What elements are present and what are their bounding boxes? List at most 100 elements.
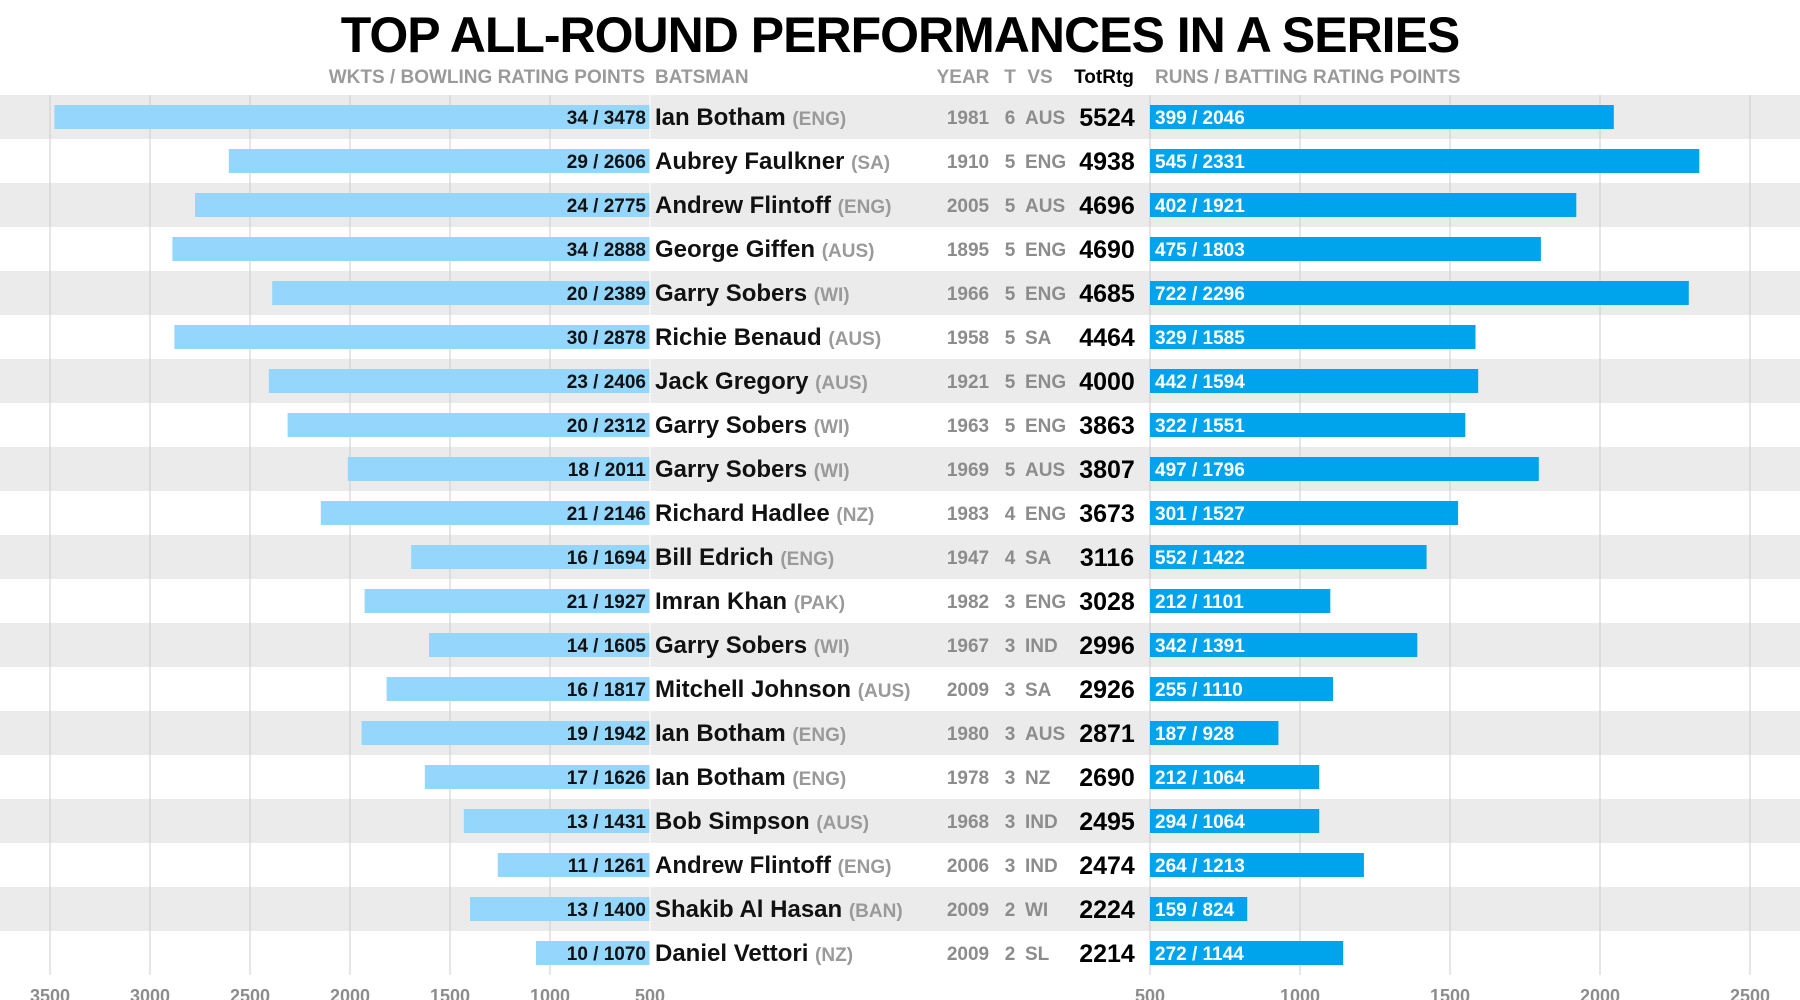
table-row: 20 / 2312 Garry Sobers (WI) 1963 5 ENG 3863 32… <box>287 412 1466 440</box>
total-rating-cell: 5524 <box>1079 104 1135 132</box>
vs-cell: IND <box>1025 636 1058 657</box>
batting-bar <box>1150 677 1333 701</box>
vs-cell: NZ <box>1025 768 1051 789</box>
batsman-name: Garry Sobers (WI) <box>655 280 850 307</box>
vs-cell: SA <box>1025 548 1052 569</box>
bowling-bar <box>272 281 650 305</box>
bowling-bar <box>287 413 650 437</box>
batsman-name-text: Jack Gregory <box>655 368 815 395</box>
bowling-tick-label: 1500 <box>430 986 470 1000</box>
batting-bar-label: 187 / 928 <box>1155 724 1234 745</box>
batsman-name-text: Mitchell Johnson <box>655 676 858 703</box>
batsman-country: (AUS) <box>816 813 869 834</box>
batsman-name: Bob Simpson (AUS) <box>655 808 869 835</box>
batting-bar-label: 255 / 1110 <box>1155 680 1243 701</box>
vs-cell: IND <box>1025 812 1058 833</box>
batsman-name: Mitchell Johnson (AUS) <box>655 676 910 703</box>
batsman-name-text: Shakib Al Hasan <box>655 896 849 923</box>
bowling-tick-label: 2500 <box>230 986 270 1000</box>
bowling-bar <box>54 105 650 129</box>
batting-bar <box>1150 589 1331 613</box>
total-rating-cell: 2996 <box>1079 632 1135 660</box>
row-stripe <box>0 535 1800 579</box>
bowling-bar-label: 20 / 2389 <box>567 284 646 305</box>
batsman-country: (ENG) <box>792 109 846 130</box>
batsman-country: (WI) <box>814 461 850 482</box>
tests-cell: 5 <box>1005 328 1016 349</box>
batting-bar-label: 272 / 1144 <box>1155 944 1244 965</box>
table-row: 21 / 2146 Richard Hadlee (NZ) 1983 4 ENG 3673… <box>320 500 1459 528</box>
tests-cell: 3 <box>1005 724 1016 745</box>
batsman-name: Garry Sobers (WI) <box>655 412 850 439</box>
batting-bar-label: 545 / 2331 <box>1155 152 1245 173</box>
vs-cell: AUS <box>1025 108 1065 129</box>
batsman-name-text: Garry Sobers <box>655 456 814 483</box>
batsman-name-text: Imran Khan <box>655 588 794 615</box>
year-cell: 1969 <box>947 460 989 481</box>
tests-cell: 2 <box>1005 944 1016 965</box>
tests-cell: 6 <box>1005 108 1016 129</box>
batting-bar <box>1150 149 1700 173</box>
batsman-name: Shakib Al Hasan (BAN) <box>655 896 903 923</box>
total-rating-cell: 4000 <box>1079 368 1135 396</box>
year-cell: 1980 <box>947 724 989 745</box>
batsman-country: (ENG) <box>792 769 846 790</box>
batting-bar-label: 399 / 2046 <box>1155 108 1245 129</box>
total-rating-cell: 3116 <box>1080 544 1134 572</box>
year-cell: 1978 <box>947 768 989 789</box>
batsman-name: Ian Botham (ENG) <box>655 720 846 747</box>
bowling-tick-label: 2000 <box>330 986 370 1000</box>
vs-cell: AUS <box>1025 196 1065 217</box>
bowling-bar-label: 14 / 1605 <box>567 636 647 657</box>
total-rating-cell: 2871 <box>1079 720 1135 748</box>
total-rating-cell: 2474 <box>1079 852 1135 880</box>
batsman-name: Garry Sobers (WI) <box>655 632 850 659</box>
bowling-bar-label: 29 / 2606 <box>567 152 646 173</box>
year-cell: 1910 <box>947 152 989 173</box>
batsman-name: Jack Gregory (AUS) <box>655 368 868 395</box>
batting-bar-label: 159 / 824 <box>1155 900 1235 921</box>
total-rating-cell: 3863 <box>1079 412 1135 440</box>
batting-bar <box>1150 721 1279 745</box>
batting-bar-label: 301 / 1527 <box>1155 504 1245 525</box>
bowling-bar-label: 21 / 1927 <box>567 592 646 613</box>
bowling-bar <box>364 589 650 613</box>
bowling-tick-label: 500 <box>635 986 665 1000</box>
vs-cell: ENG <box>1025 416 1066 437</box>
header-year: YEAR <box>937 67 990 88</box>
bowling-bar <box>361 721 650 745</box>
batsman-country: (AUS) <box>828 329 881 350</box>
tests-cell: 5 <box>1005 240 1016 261</box>
table-row: 11 / 1261 Andrew Flintoff (ENG) 2006 3 IND 24… <box>497 852 1364 880</box>
table-row: 23 / 2406 Jack Gregory (AUS) 1921 5 ENG 4000 4… <box>268 368 1479 396</box>
header-total-rating: TotRtg <box>1074 67 1134 88</box>
total-rating-cell: 3028 <box>1079 588 1135 616</box>
batsman-country: (AUS) <box>822 241 875 262</box>
bowling-tick-label: 3000 <box>130 986 170 1000</box>
batsman-country: (WI) <box>814 417 850 438</box>
vs-cell: IND <box>1025 856 1058 877</box>
bowling-bar-label: 20 / 2312 <box>567 416 646 437</box>
row-stripe <box>0 711 1800 755</box>
year-cell: 2006 <box>947 856 989 877</box>
bowling-bar <box>172 237 650 261</box>
bowling-bar-label: 13 / 1431 <box>567 812 647 833</box>
vs-cell: SA <box>1025 680 1052 701</box>
tests-cell: 5 <box>1005 196 1016 217</box>
batsman-name: Aubrey Faulkner (SA) <box>655 148 890 175</box>
total-rating-cell: 4690 <box>1079 236 1135 264</box>
year-cell: 1982 <box>947 592 989 613</box>
batting-bar <box>1150 897 1248 921</box>
bowling-bar <box>174 325 650 349</box>
batsman-name-text: Garry Sobers <box>655 412 814 439</box>
table-row: 24 / 2775 Andrew Flintoff (ENG) 2005 5 AUS 46… <box>195 192 1577 220</box>
batsman-name-text: Aubrey Faulkner <box>655 148 851 175</box>
batsman-name: Daniel Vettori (NZ) <box>655 940 853 967</box>
year-cell: 2005 <box>947 196 990 217</box>
batsman-name-text: Daniel Vettori <box>655 940 815 967</box>
batsman-country: (ENG) <box>780 549 834 570</box>
batsman-country: (SA) <box>851 153 890 174</box>
batting-bar-label: 329 / 1585 <box>1155 328 1245 349</box>
bowling-bar-label: 13 / 1400 <box>567 900 646 921</box>
vs-cell: SL <box>1025 944 1050 965</box>
